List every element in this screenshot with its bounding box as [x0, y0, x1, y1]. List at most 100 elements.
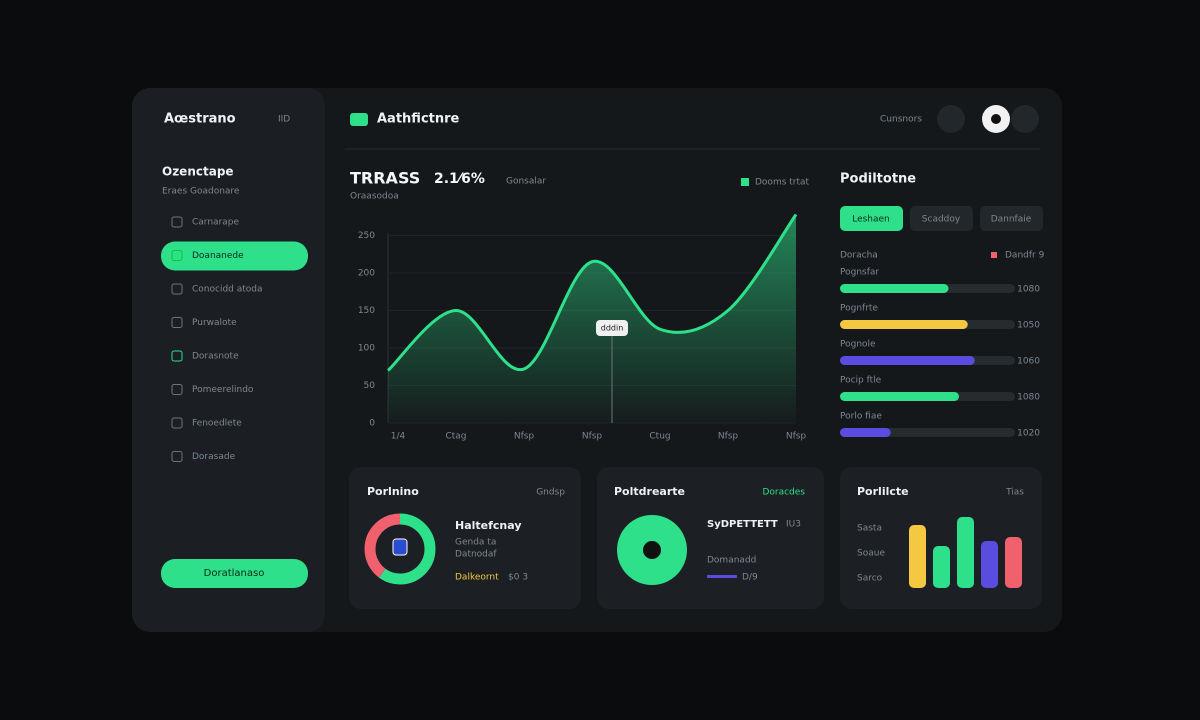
accent-line: [707, 575, 737, 578]
nav-item: Fenoedlete: [192, 419, 242, 429]
legend-swatch: [741, 178, 749, 186]
card-line: Genda ta: [455, 538, 496, 548]
chart-subtitle: Oraasodoa: [350, 192, 399, 202]
nav-item: Carnarape: [192, 218, 239, 228]
legend-swatch: [991, 252, 997, 258]
card-title: Porlilcte: [857, 485, 909, 498]
header-logo: [350, 113, 368, 126]
nav-item: Conocidd atoda: [192, 285, 263, 295]
tooltip: [596, 320, 628, 336]
card-action: Tias: [1005, 488, 1024, 498]
chart-dropdown: Gonsalar: [506, 177, 546, 187]
ball-icon: [643, 541, 661, 559]
x-tick-label: 1/4: [391, 432, 406, 442]
nav-item: Pomeerelindo: [192, 385, 254, 395]
y-tick-label: 200: [358, 269, 375, 279]
panel-legend-right: Dandfr 9: [1005, 251, 1045, 261]
card-title: Porlnino: [367, 485, 419, 498]
progress-label: Pognsfar: [840, 268, 879, 278]
progress-amount: 1020: [1017, 429, 1040, 439]
card-head-tag: IU3: [786, 520, 801, 530]
nav-icon: [171, 317, 183, 328]
nav-icon: [171, 216, 183, 228]
progress-amount: 1050: [1017, 321, 1040, 331]
nav-icon: [171, 283, 183, 295]
nav-icon: [171, 384, 183, 395]
progress-label: Pocip ftle: [840, 376, 882, 386]
tab[interactable]: [910, 206, 973, 231]
card-foot: Dalkeornt: [455, 573, 499, 583]
donut-segment: [364, 513, 436, 585]
progress-bar: [840, 392, 959, 401]
line: [386, 213, 798, 372]
y-tick-label: 0: [369, 419, 375, 429]
panel-title: Podiltotne: [840, 172, 916, 187]
x-tick-label: Nfsp: [582, 432, 603, 442]
y-tick-label: 100: [358, 344, 375, 354]
area: [388, 214, 796, 423]
card-foot-value: $0 3: [508, 573, 528, 583]
nav-item: Purwalote: [192, 318, 237, 328]
badge-icon: [392, 538, 408, 556]
card-line: Domanadd: [707, 556, 756, 566]
x-tick-label: Nfsp: [718, 432, 739, 442]
nav-item: Dorasade: [192, 452, 236, 462]
section-sub: Eraes Goadonare: [162, 187, 240, 197]
tab[interactable]: [840, 206, 903, 231]
card-head: Haltefcnay: [455, 519, 522, 532]
chart-title: TRRASS: [350, 169, 420, 188]
avatar-detail: [991, 114, 1001, 124]
y-tick-label: 250: [358, 231, 375, 241]
brand-tag: IID: [278, 115, 290, 125]
progress-amount: 1060: [1017, 357, 1040, 367]
profile-button[interactable]: [1011, 105, 1039, 133]
mini-bar: [981, 541, 998, 588]
card-foot-value: D/9: [742, 573, 758, 583]
progress-bar: [840, 428, 891, 437]
tab[interactable]: [980, 206, 1043, 231]
search: Cunsnors: [880, 115, 922, 125]
tab-label: Scaddoy: [922, 215, 961, 225]
sidebar-button[interactable]: [161, 559, 308, 588]
progress-bar: [840, 284, 949, 293]
mini-bar: [933, 546, 950, 588]
card-head: SyDPETTETT: [707, 519, 778, 530]
progress-label: Pognole: [840, 340, 876, 350]
nav-icon: [171, 250, 183, 261]
nav-icon: [171, 417, 183, 429]
progress-label: Porlo fiae: [840, 412, 882, 422]
bar-label: Sarco: [857, 574, 883, 584]
x-tick-label: Ctag: [445, 432, 466, 442]
tab-label: Dannfaie: [991, 215, 1032, 225]
bar-label: Sasta: [857, 524, 882, 534]
progress-bar: [840, 320, 968, 329]
x-tick-label: Nfsp: [786, 432, 807, 442]
nav-icon: [171, 451, 183, 462]
card-title: Poltdrearte: [614, 485, 685, 498]
y-tick-label: 50: [364, 381, 376, 391]
mini-bar: [1005, 537, 1022, 588]
nav-icon: [171, 350, 183, 362]
panel-legend-left: Doracha: [840, 251, 878, 261]
chart-change: 2.1⁄6%: [434, 171, 485, 187]
section-title: Ozenctape: [162, 165, 234, 179]
sidebar-button-label: Doratlanaso: [204, 568, 265, 579]
nav-item: Doananede: [192, 251, 244, 261]
mini-bar: [909, 525, 926, 588]
x-tick-label: Nfsp: [514, 432, 535, 442]
progress-amount: 1080: [1017, 393, 1040, 403]
icon-button[interactable]: [937, 105, 965, 133]
progress-label: Pognfrte: [840, 304, 878, 314]
card-action: Doracdes: [762, 488, 805, 498]
progress-bar: [840, 356, 975, 365]
mini-bar: [957, 517, 974, 588]
nav-active[interactable]: [161, 241, 308, 271]
brand: Aœstrano: [164, 112, 236, 127]
sidebar: [132, 88, 325, 632]
header-title: Aathfictnre: [377, 112, 460, 127]
tab-label: Leshaen: [852, 215, 890, 225]
legend-label: Dooms trtat: [755, 178, 810, 188]
y-tick-label: 150: [358, 306, 375, 316]
progress-amount: 1080: [1017, 285, 1040, 295]
